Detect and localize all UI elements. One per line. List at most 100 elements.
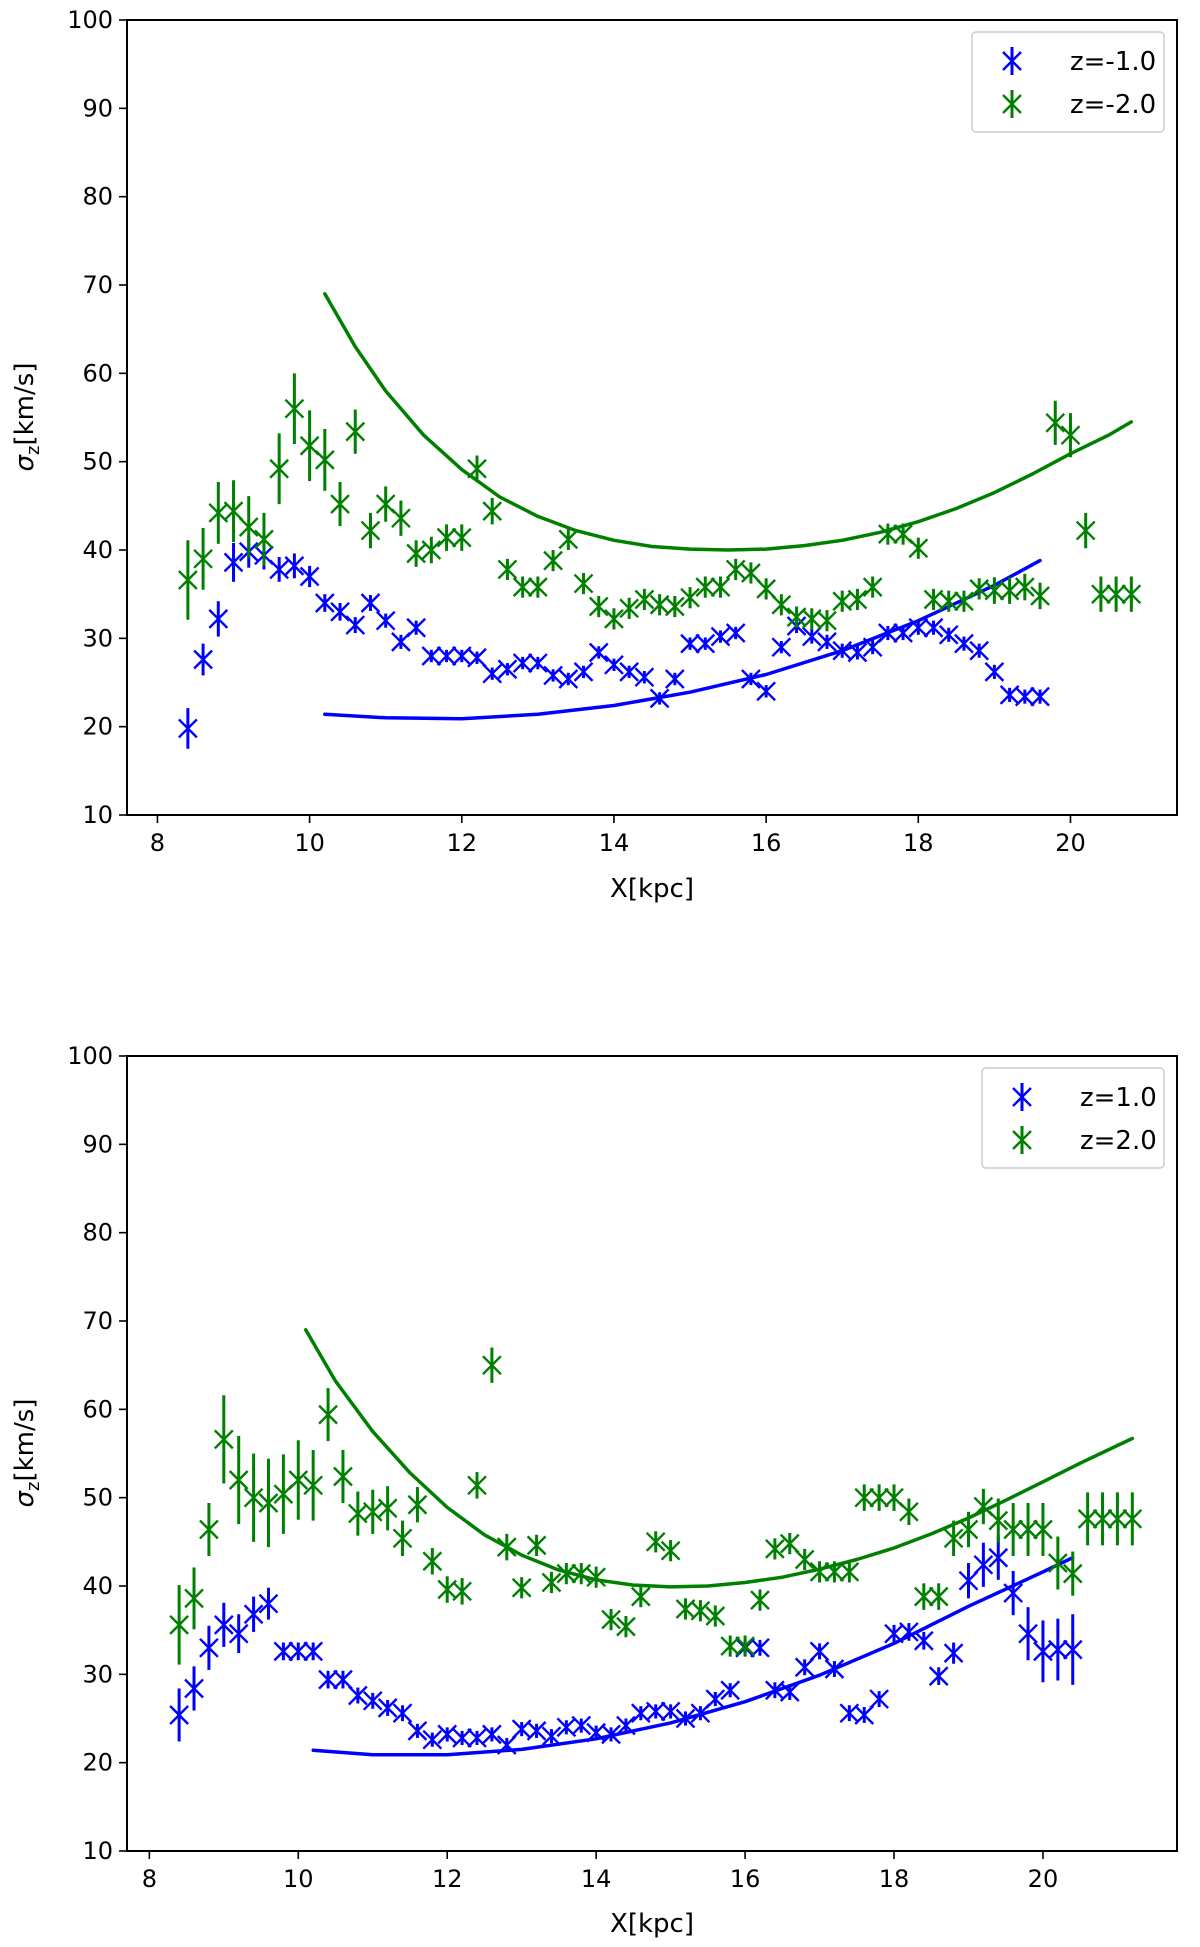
chart-bottom-point-s0-41-cross-b	[779, 1682, 800, 1702]
chart-top-point-s1-36	[725, 558, 746, 581]
chart-top-point-s1-37-cross-b	[741, 563, 761, 583]
chart-top-point-s0-0	[178, 708, 198, 749]
chart-bottom-point-s1-53-cross-b	[958, 1519, 979, 1540]
chart-bottom-point-s1-41	[779, 1533, 800, 1555]
chart-bottom-point-s1-59-cross-b	[1048, 1553, 1068, 1573]
chart-top-point-s1-48	[908, 537, 929, 559]
chart-bottom-point-s1-0	[169, 1585, 189, 1665]
chart-top-point-s0-32-cross-b	[664, 669, 685, 689]
chart-bottom-point-s0-34-cross-b	[675, 1708, 696, 1729]
chart-bottom-point-s0-14	[377, 1698, 398, 1718]
chart-bottom-point-s1-14	[377, 1486, 398, 1531]
chart-bottom-point-s0-2-cross-b	[199, 1637, 219, 1658]
chart-bottom-point-s1-3	[213, 1395, 234, 1484]
chart-top-point-s1-54	[999, 577, 1020, 604]
chart-bottom-point-s1-58-cross-b	[1033, 1519, 1053, 1540]
chart-bottom-point-s1-50	[913, 1583, 934, 1610]
chart-bottom-point-s0-16-cross-b	[407, 1721, 428, 1741]
chart-top-point-s0-2-cross-b	[208, 609, 229, 629]
chart-top-point-s0-16-cross-b	[421, 646, 442, 666]
chart-bottom-y-tick-label: 10	[82, 1837, 113, 1865]
chart-bottom-point-s0-9-cross-b	[303, 1641, 324, 1662]
chart-top-point-s0-34	[695, 633, 716, 654]
chart-top-point-s0-35-cross-b	[710, 626, 731, 647]
chart-top-point-s0-27-cross-b	[588, 642, 609, 663]
chart-top-plot-frame	[126, 19, 1178, 816]
chart-top-y-tick-label: 100	[67, 6, 113, 34]
chart-bottom-point-s1-1	[184, 1567, 204, 1630]
chart-top-point-s0-51	[954, 633, 974, 654]
chart-bottom-point-s1-17	[422, 1548, 443, 1575]
chart-top-point-s1-9-cross-b	[314, 450, 335, 470]
chart-bottom-x-tick-label: 16	[730, 1865, 761, 1893]
chart-top-point-s0-6	[269, 557, 290, 582]
chart-bottom-point-s0-11-cross-b	[333, 1669, 353, 1690]
chart-top-point-s1-19	[467, 455, 487, 482]
chart-bottom-point-s0-15-cross-b	[392, 1703, 413, 1724]
chart-top-point-s1-5	[254, 512, 274, 566]
chart-top-point-s1-4	[238, 496, 259, 558]
chart-bottom-point-s0-22-cross-b	[496, 1735, 517, 1755]
chart-bottom-point-s1-44-cross-b	[824, 1562, 845, 1582]
chart-bottom-point-s1-54-cross-b	[973, 1496, 994, 1517]
chart-top-y-tick-label: 70	[82, 271, 113, 299]
chart-bottom-point-s0-34	[675, 1708, 696, 1729]
chart-top-point-s1-1-cross-b	[193, 548, 213, 569]
chart-bottom-point-s1-55-cross-b	[988, 1510, 1009, 1531]
chart-bottom-x-tick-label: 12	[432, 1865, 463, 1893]
chart-bottom-point-s1-37-cross-b	[720, 1636, 741, 1656]
chart-bottom-point-s1-31	[630, 1586, 651, 1608]
chart-top-point-s0-16	[421, 646, 442, 666]
chart-bottom-legend-glyph-0-cross-b	[1012, 1087, 1032, 1107]
chart-bottom-point-s1-5	[243, 1453, 264, 1542]
chart-top-point-s1-7	[284, 373, 305, 444]
chart-bottom-point-s1-21	[482, 1347, 502, 1383]
chart-top-point-s1-23	[528, 576, 548, 598]
chart-bottom-point-s1-40	[765, 1538, 785, 1560]
chart-bottom-fit-line-0	[311, 1555, 1075, 1757]
chart-top-point-s0-8-cross-b	[299, 566, 320, 587]
chart-top-y-axis-label-subscript: z	[23, 446, 44, 455]
chart-top-point-s1-53	[984, 577, 1005, 604]
chart-top-point-s1-23-cross-b	[528, 577, 548, 597]
chart-top-point-s0-39	[771, 637, 792, 658]
chart-top-point-s1-56	[1030, 582, 1050, 610]
chart-bottom-point-s1-0-cross-b	[169, 1615, 189, 1635]
chart-bottom-point-s1-10-cross-b	[318, 1404, 338, 1425]
chart-bottom-point-s0-46-cross-b	[854, 1705, 875, 1725]
chart-bottom-point-s1-11-cross-b	[333, 1466, 353, 1487]
chart-bottom-point-s1-39-cross-b	[750, 1590, 770, 1610]
chart-top: 8 10 12 14 16 18 20 10 20 30 40 50 60 70 80 90 100 X[kp…	[10, 6, 1178, 904]
chart-top-point-s0-41	[801, 626, 822, 647]
chart-bottom-point-s1-29-cross-b	[601, 1609, 621, 1630]
chart-bottom-point-s1-27-cross-b	[571, 1563, 592, 1584]
chart-bottom-legend-marker-1	[1012, 1126, 1032, 1154]
chart-bottom-point-s0-30	[616, 1715, 636, 1736]
chart-top-x-axis-label: X[kpc]	[610, 874, 694, 904]
chart-bottom-point-s0-55-cross-b	[988, 1547, 1009, 1568]
chart-top-point-s0-13	[375, 610, 396, 631]
chart-top-y-tick-label: 40	[82, 536, 113, 564]
chart-bottom-point-s1-2	[199, 1502, 219, 1556]
chart-bottom-point-s0-21	[482, 1724, 502, 1745]
chart-top-point-s1-3-cross-b	[223, 501, 244, 521]
chart-top-point-s1-39-cross-b	[771, 594, 792, 615]
chart-bottom-y-tick-label: 30	[82, 1660, 113, 1688]
chart-bottom-point-s1-19	[452, 1578, 472, 1605]
chart-top-point-s0-11-cross-b	[345, 615, 366, 635]
chart-bottom-point-s1-19-cross-b	[452, 1581, 472, 1602]
chart-bottom-point-s0-10-cross-b	[318, 1669, 338, 1690]
chart-top-y-axis-label-symbol: σ	[10, 453, 40, 471]
chart-bottom-point-s1-62	[1092, 1492, 1113, 1546]
chart-bottom-point-s1-9-cross-b	[303, 1475, 324, 1496]
chart-bottom-point-s1-37	[720, 1635, 741, 1657]
chart-bottom-y-tick-label: 40	[82, 1572, 113, 1600]
chart-bottom-y-axis-label-symbol: σ	[10, 1489, 40, 1507]
chart-top-point-s0-2	[208, 601, 229, 637]
chart-bottom-point-s0-53-cross-b	[958, 1570, 979, 1591]
chart-top-point-s1-9	[314, 428, 335, 491]
chart-bottom-point-s1-56	[1003, 1502, 1024, 1556]
chart-bottom-point-s1-50-cross-b	[913, 1586, 934, 1607]
chart-top-point-s1-53-cross-b	[984, 580, 1005, 601]
